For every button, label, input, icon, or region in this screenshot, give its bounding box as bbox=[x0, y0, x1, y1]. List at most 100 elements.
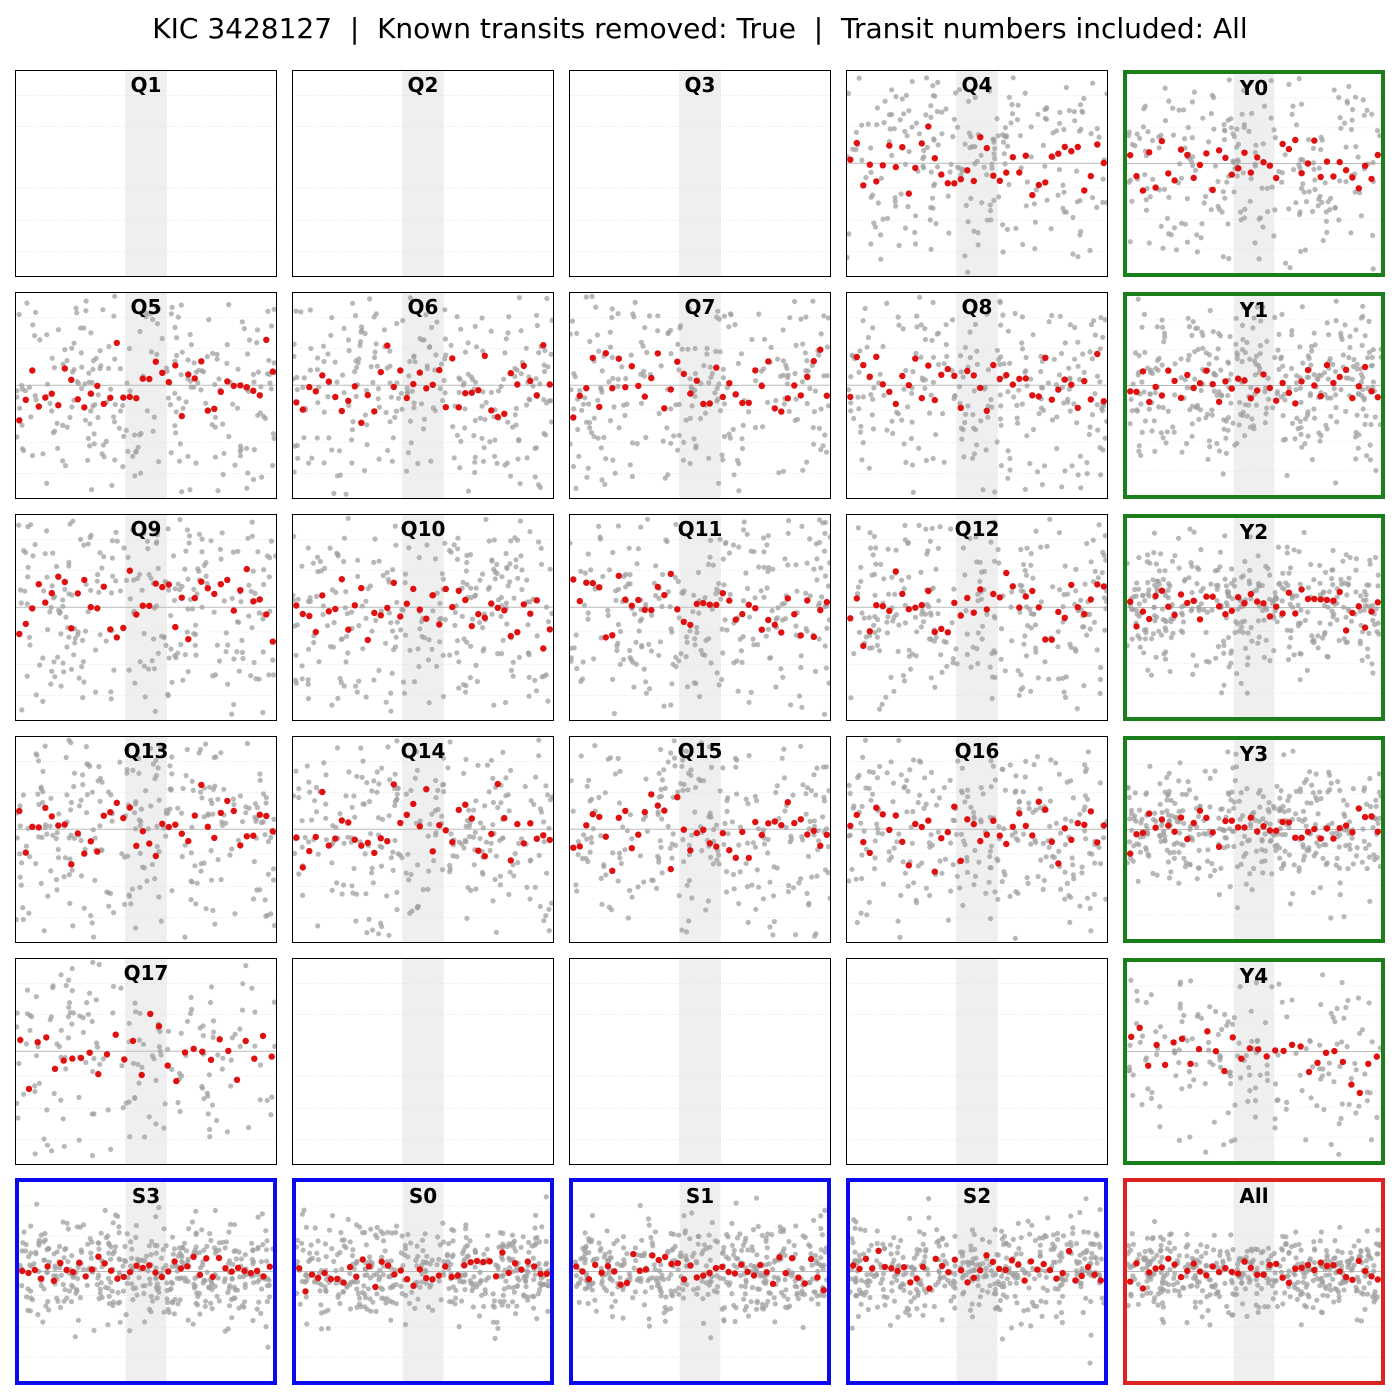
raw-point bbox=[216, 658, 223, 664]
raw-point bbox=[440, 782, 446, 788]
raw-point bbox=[71, 835, 78, 841]
raw-point bbox=[1344, 639, 1350, 645]
raw-point bbox=[1061, 400, 1067, 406]
raw-point bbox=[112, 457, 118, 463]
raw-point bbox=[432, 808, 438, 814]
raw-point bbox=[1067, 408, 1073, 414]
binned-point bbox=[1196, 616, 1204, 623]
raw-point bbox=[606, 379, 612, 385]
raw-point bbox=[1077, 102, 1084, 108]
raw-point bbox=[226, 433, 232, 440]
raw-point bbox=[1095, 427, 1101, 433]
raw-point bbox=[1189, 421, 1195, 427]
raw-point bbox=[971, 388, 977, 394]
raw-point bbox=[1018, 672, 1024, 678]
raw-point bbox=[1030, 575, 1036, 581]
raw-point bbox=[1285, 657, 1292, 663]
raw-point bbox=[1193, 167, 1199, 173]
binned-point bbox=[211, 590, 218, 598]
raw-point bbox=[502, 350, 508, 356]
raw-point bbox=[878, 175, 884, 181]
raw-point bbox=[243, 804, 249, 810]
raw-point bbox=[193, 460, 199, 466]
raw-point bbox=[1237, 209, 1244, 215]
raw-point bbox=[660, 438, 666, 444]
binned-point bbox=[778, 822, 785, 829]
raw-point bbox=[81, 679, 87, 685]
binned-point bbox=[1081, 187, 1088, 194]
binned-point bbox=[81, 576, 88, 584]
raw-point bbox=[1203, 415, 1209, 421]
raw-point bbox=[639, 644, 645, 650]
raw-point bbox=[294, 622, 300, 628]
raw-point bbox=[936, 361, 942, 368]
raw-point bbox=[375, 386, 382, 392]
raw-point bbox=[447, 652, 453, 658]
raw-point bbox=[208, 848, 214, 854]
raw-point bbox=[351, 793, 357, 799]
raw-point bbox=[874, 616, 881, 623]
raw-point bbox=[543, 432, 549, 438]
raw-point bbox=[258, 384, 264, 390]
raw-point bbox=[874, 775, 881, 781]
raw-point bbox=[601, 862, 607, 868]
raw-point bbox=[800, 782, 806, 788]
raw-point bbox=[1354, 361, 1360, 367]
raw-point bbox=[862, 737, 869, 743]
raw-point bbox=[1092, 568, 1098, 574]
raw-point bbox=[182, 842, 188, 848]
raw-point bbox=[54, 830, 60, 836]
raw-point bbox=[965, 269, 971, 275]
raw-point bbox=[1296, 76, 1302, 82]
raw-point bbox=[1010, 75, 1016, 81]
raw-point bbox=[539, 809, 545, 815]
raw-point bbox=[235, 548, 241, 554]
raw-point bbox=[223, 649, 229, 655]
raw-point bbox=[948, 840, 954, 846]
raw-point bbox=[447, 862, 453, 868]
raw-point bbox=[387, 363, 393, 369]
binned-point bbox=[609, 385, 616, 392]
raw-point bbox=[855, 394, 861, 400]
raw-point bbox=[437, 386, 443, 392]
raw-point bbox=[985, 367, 991, 373]
raw-point bbox=[236, 619, 242, 625]
binned-point bbox=[1184, 151, 1191, 159]
binned-point bbox=[462, 390, 469, 397]
raw-point bbox=[477, 820, 484, 826]
raw-point bbox=[342, 605, 348, 611]
binned-point bbox=[403, 811, 410, 818]
raw-point bbox=[999, 878, 1005, 885]
raw-point bbox=[858, 820, 864, 826]
raw-point bbox=[671, 433, 677, 439]
binned-point bbox=[745, 399, 752, 406]
raw-point bbox=[193, 901, 199, 907]
raw-point bbox=[1180, 629, 1186, 635]
raw-point bbox=[1226, 360, 1232, 366]
raw-point bbox=[588, 567, 594, 573]
raw-point bbox=[754, 798, 760, 804]
raw-point bbox=[1305, 353, 1311, 359]
raw-point bbox=[541, 362, 547, 368]
raw-point bbox=[781, 746, 787, 752]
raw-point bbox=[1062, 468, 1068, 474]
raw-point bbox=[692, 370, 698, 377]
raw-point bbox=[208, 538, 214, 544]
raw-point bbox=[108, 590, 115, 596]
raw-point bbox=[1049, 312, 1055, 319]
raw-point bbox=[659, 816, 665, 822]
raw-point bbox=[1375, 572, 1381, 578]
raw-point bbox=[948, 888, 954, 894]
raw-point bbox=[753, 378, 759, 384]
binned-point bbox=[338, 576, 345, 583]
binned-point bbox=[745, 601, 752, 608]
raw-point bbox=[956, 384, 962, 390]
raw-point bbox=[492, 569, 498, 575]
raw-point bbox=[306, 839, 312, 845]
binned-point bbox=[61, 578, 68, 586]
raw-point bbox=[1246, 128, 1252, 134]
raw-point bbox=[1209, 607, 1215, 613]
binned-point bbox=[1374, 151, 1381, 159]
raw-point bbox=[545, 698, 551, 704]
raw-point bbox=[230, 796, 236, 802]
